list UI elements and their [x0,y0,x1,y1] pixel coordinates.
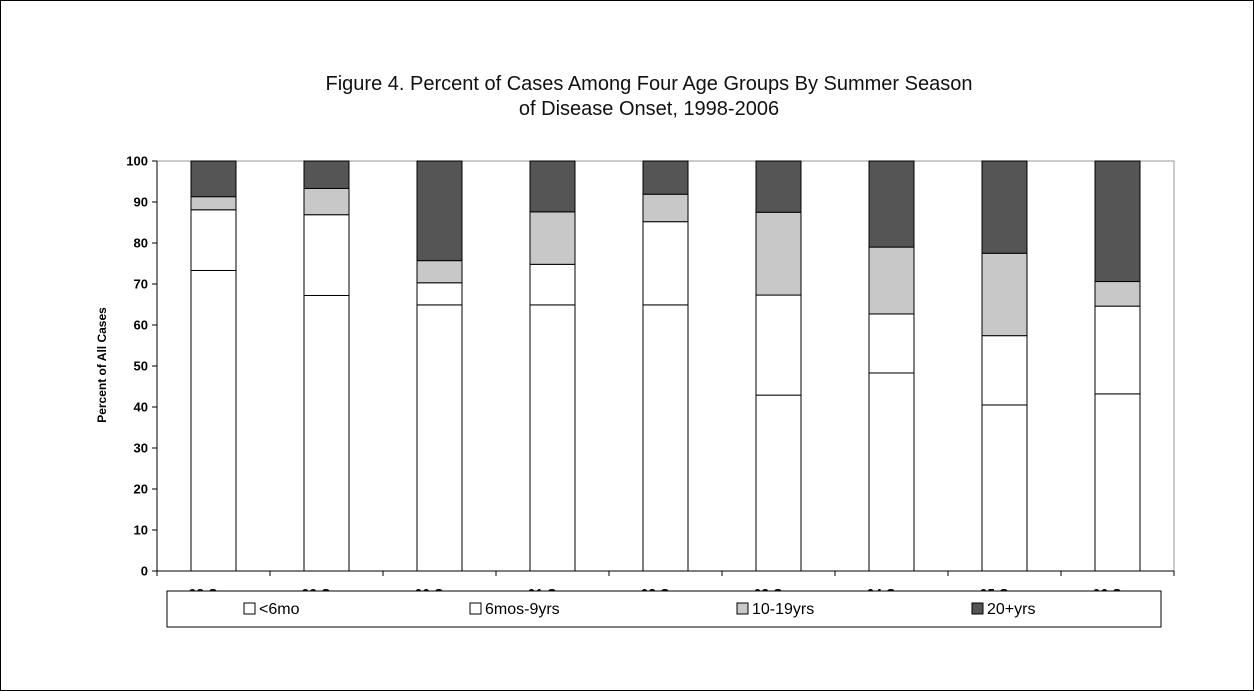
y-tick-label: 70 [134,277,148,292]
y-tick-label: 80 [134,236,148,251]
bar-segment [190,160,237,198]
bar-segment [529,304,576,572]
legend-label: 20+yrs [987,601,1035,618]
bar-segment [1094,393,1141,572]
bar-segment [868,372,915,572]
legend: <6mo 6mos-9yrs 10-19yrs 20+yrs [166,590,1162,628]
y-tick-label: 20 [134,482,148,497]
legend-box [166,590,1162,628]
y-tick-label: 90 [134,195,148,210]
bar-segment [529,211,576,265]
bar-segment [1094,281,1141,307]
bar-segment [642,221,689,306]
bar-segment [755,211,802,296]
bar-segment [529,160,576,213]
bar-segment [303,294,350,572]
bar-segment [190,209,237,271]
chart-title-line-2: of Disease Onset, 1998-2006 [519,98,779,120]
bar-segment [1094,305,1141,395]
y-tick-label: 30 [134,441,148,456]
y-tick-label: 0 [141,564,148,579]
bar-segment [868,160,915,248]
bar-segment [303,187,350,216]
y-tick-label: 100 [126,154,148,169]
plot-area: 010203040506070809010098 Sum99 Sum00 Sum… [126,154,1175,601]
legend-swatch [971,602,984,615]
legend-label: 6mos-9yrs [485,601,560,618]
legend-label: 10-19yrs [752,601,814,618]
y-tick-label: 10 [134,523,148,538]
bar-segment [755,160,802,213]
bar-segment [416,260,463,284]
bar-segment [1094,160,1141,283]
chart-title-line-1: Figure 4. Percent of Cases Among Four Ag… [326,73,973,95]
legend-swatch [243,602,256,615]
legend-label: <6mo [259,601,300,618]
bar-segment [981,160,1028,254]
bar-segment [416,160,463,262]
bar-segment [981,404,1028,572]
bar-segment [642,304,689,572]
bar-segment [529,263,576,306]
bar-segment [303,160,350,189]
bar-segment [642,193,689,223]
bar-segment [642,160,689,195]
legend-swatch [469,602,482,615]
bar-segment [868,246,915,315]
bar-segment [416,282,463,306]
y-tick-label: 40 [134,400,148,415]
bar-segment [868,313,915,374]
bar-segment [303,214,350,296]
bar-segment [416,304,463,572]
bar-segment [981,252,1028,337]
bar-segment [755,394,802,572]
legend-swatch [736,602,749,615]
y-axis-label: Percent of All Cases [95,307,109,423]
bar-segment [190,269,237,572]
bar-segment [190,196,237,211]
y-tick-label: 50 [134,359,148,374]
y-tick-label: 60 [134,318,148,333]
bar-segment [981,335,1028,406]
bar-segment [755,294,802,396]
